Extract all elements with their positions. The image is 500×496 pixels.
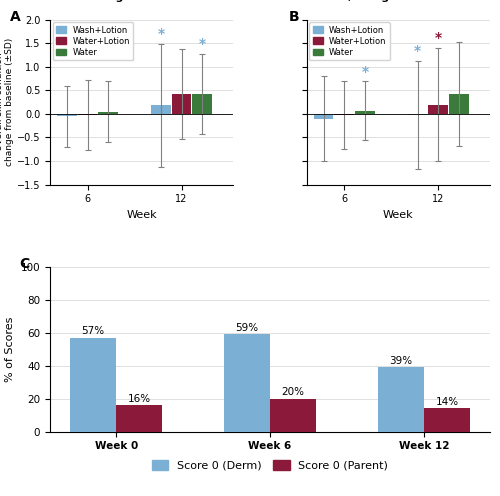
Bar xyxy=(334,114,354,115)
Bar xyxy=(98,112,118,114)
Bar xyxy=(151,106,171,114)
Text: 20%: 20% xyxy=(282,387,304,397)
Text: A: A xyxy=(10,10,20,24)
Legend: Score 0 (Derm), Score 0 (Parent): Score 0 (Derm), Score 0 (Parent) xyxy=(147,456,393,475)
Text: 57%: 57% xyxy=(82,326,104,336)
Bar xyxy=(314,114,334,119)
Y-axis label: Overall skin condition
change from baseline (±SD): Overall skin condition change from basel… xyxy=(0,38,14,166)
Bar xyxy=(424,409,470,432)
Bar xyxy=(355,111,375,114)
Text: *: * xyxy=(434,31,442,45)
Text: C: C xyxy=(19,257,30,271)
Bar xyxy=(70,338,116,432)
Bar xyxy=(57,114,76,116)
Bar xyxy=(224,334,270,432)
Text: Parent/Caregiver: Parent/Caregiver xyxy=(306,0,413,2)
Bar xyxy=(270,399,316,432)
Text: B: B xyxy=(288,10,299,24)
X-axis label: Week: Week xyxy=(126,210,157,220)
Bar xyxy=(378,368,424,432)
Legend: Wash+Lotion, Water+Lotion, Water: Wash+Lotion, Water+Lotion, Water xyxy=(309,22,390,60)
Text: 59%: 59% xyxy=(236,323,258,333)
Bar xyxy=(192,94,212,114)
Bar xyxy=(172,94,192,114)
Legend: Wash+Lotion, Water+Lotion, Water: Wash+Lotion, Water+Lotion, Water xyxy=(52,22,134,60)
Text: *: * xyxy=(198,37,206,51)
Text: 14%: 14% xyxy=(436,397,458,407)
Text: *: * xyxy=(362,64,368,79)
Bar xyxy=(408,114,428,115)
Text: 39%: 39% xyxy=(389,356,412,366)
Bar xyxy=(78,114,98,115)
Y-axis label: % of Scores: % of Scores xyxy=(5,316,15,382)
Text: Dermatologist: Dermatologist xyxy=(50,0,139,2)
Bar xyxy=(116,405,162,432)
X-axis label: Week: Week xyxy=(383,210,414,220)
Bar xyxy=(449,94,469,114)
Bar xyxy=(428,105,448,114)
Text: *: * xyxy=(414,44,421,58)
Text: *: * xyxy=(158,27,164,42)
Text: 16%: 16% xyxy=(128,394,151,404)
